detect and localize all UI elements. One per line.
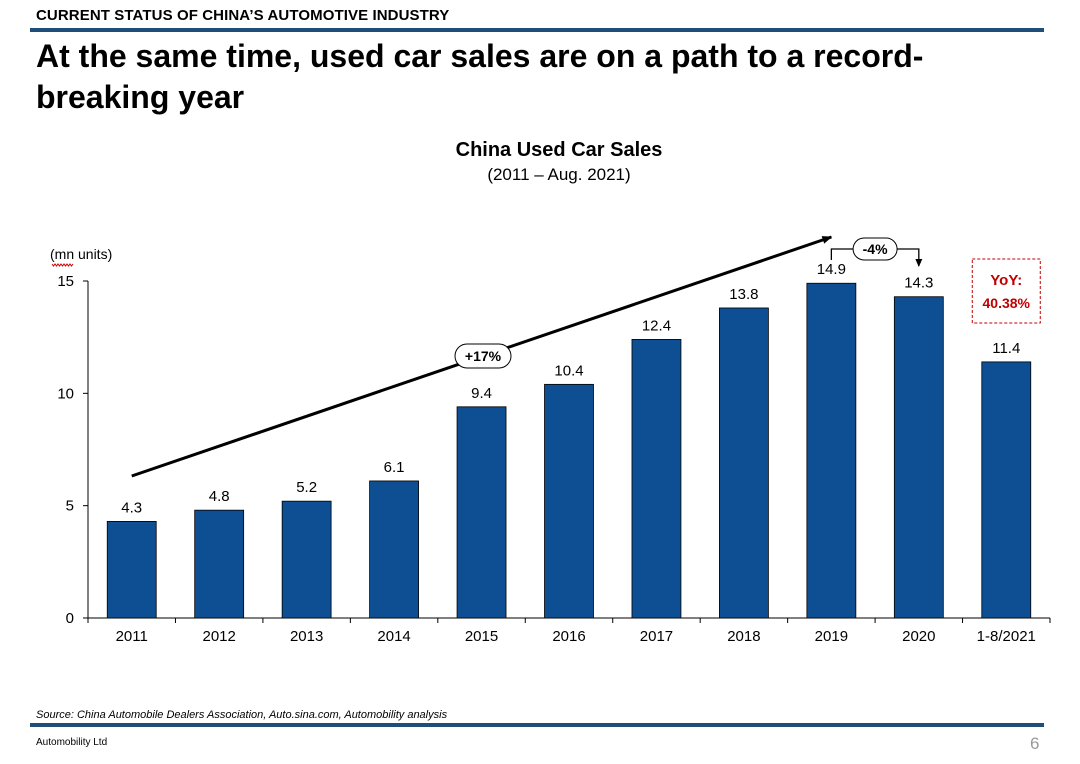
x-tick-label: 2019 <box>815 628 848 645</box>
bar <box>194 509 245 619</box>
section-label: CURRENT STATUS OF CHINA’S AUTOMOTIVE IND… <box>36 7 450 24</box>
growth-rate-label: +17% <box>465 348 502 364</box>
x-tick-label: 2014 <box>377 628 410 645</box>
y-axis-label: (mn units) <box>50 246 112 262</box>
bar <box>544 383 594 619</box>
x-tick-label: 1-8/2021 <box>977 628 1036 645</box>
bar-value-label: 5.2 <box>296 479 317 496</box>
footer-rule <box>30 723 1044 727</box>
x-tick-label: 2013 <box>290 628 323 645</box>
x-tick-label: 2012 <box>202 628 235 645</box>
bar <box>893 296 944 619</box>
yoy-callout-box <box>971 258 1041 324</box>
company-name: Automobility Ltd <box>36 737 108 748</box>
header-rule <box>30 28 1044 32</box>
x-tick-label: 2017 <box>640 628 673 645</box>
bar-value-label: 10.4 <box>554 362 583 379</box>
bar <box>456 406 507 619</box>
chart-subtitle: (2011 – Aug. 2021) <box>487 165 631 184</box>
bar <box>369 480 419 619</box>
y-tick-label: 15 <box>57 273 74 290</box>
yoy-callout-title: YoY: <box>990 272 1022 289</box>
x-tick-label: 2011 <box>116 628 148 645</box>
bar-value-label: 4.3 <box>121 499 142 516</box>
bar-value-label: 14.3 <box>904 275 933 292</box>
y-tick-label: 5 <box>66 498 74 515</box>
bar <box>806 282 857 619</box>
source-note: Source: China Automobile Dealers Associa… <box>36 709 448 721</box>
bar-value-label: 6.1 <box>384 459 405 476</box>
decline-bubble <box>852 237 898 261</box>
page-number: 6 <box>1030 734 1040 753</box>
decline-label: -4% <box>863 241 888 257</box>
spellcheck-squiggle <box>51 263 74 267</box>
yoy-callout-value: 40.38% <box>983 295 1031 311</box>
bar-value-label: 4.8 <box>209 488 230 505</box>
bar-value-label: 9.4 <box>471 385 492 402</box>
headline: At the same time, used car sales are on … <box>36 38 924 115</box>
bar-value-label: 11.4 <box>992 340 1020 357</box>
bar-value-label: 14.9 <box>817 261 846 278</box>
x-tick-label: 2015 <box>465 628 498 645</box>
x-tick-label: 2016 <box>552 628 585 645</box>
bar <box>281 500 332 619</box>
growth-rate-bubble <box>454 343 512 369</box>
y-tick-label: 0 <box>66 610 74 627</box>
bar-value-label: 12.4 <box>642 317 671 334</box>
bar <box>981 361 1032 619</box>
bar <box>106 520 157 619</box>
x-tick-label: 2018 <box>727 628 760 645</box>
bar <box>719 307 769 619</box>
bar-value-label: 13.8 <box>729 286 758 303</box>
y-tick-label: 10 <box>57 385 74 402</box>
x-tick-label: 2020 <box>902 628 935 645</box>
bar <box>631 339 682 619</box>
chart-title: China Used Car Sales <box>455 139 663 161</box>
